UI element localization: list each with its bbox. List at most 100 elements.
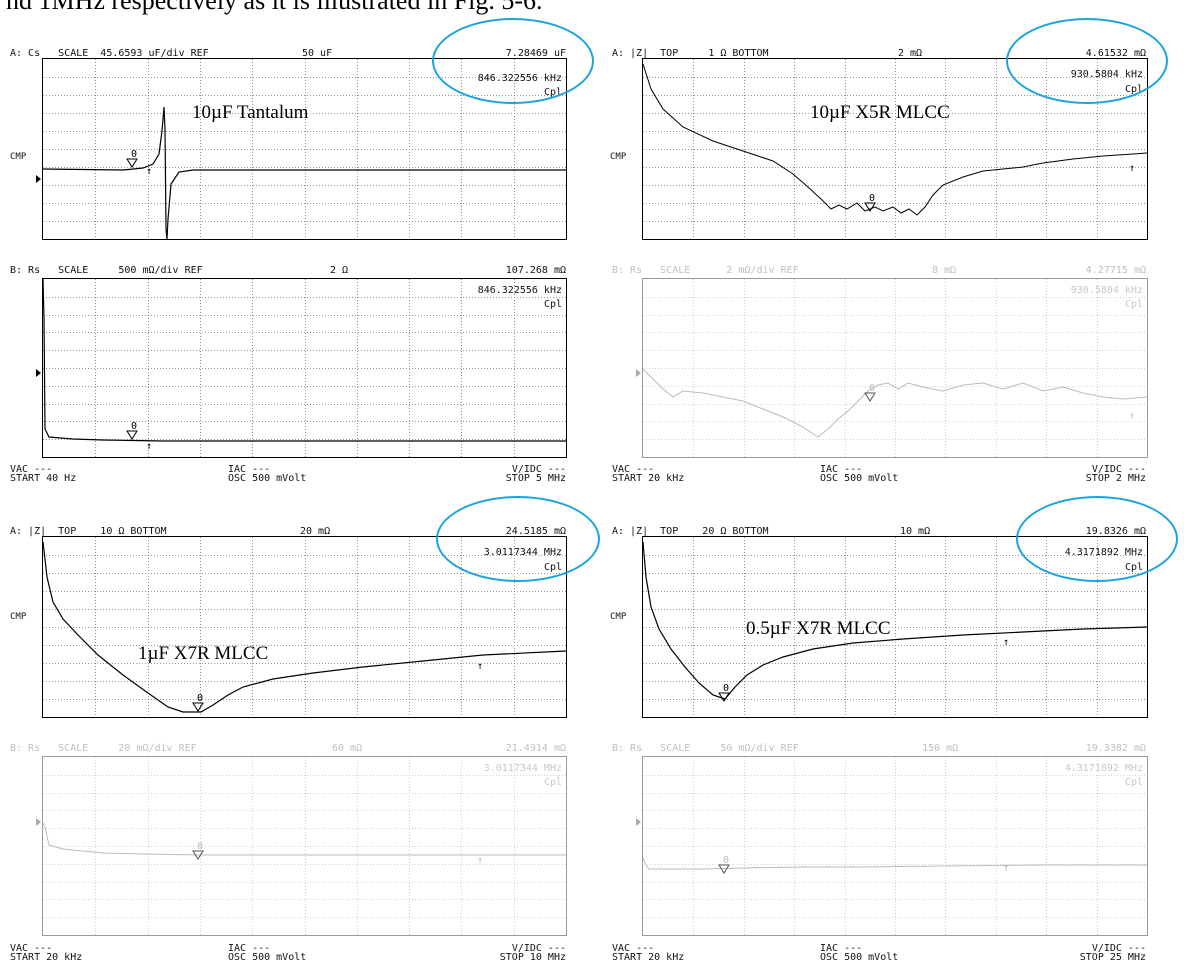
foot-mid: IAC --- OSC 500 mVolt [820, 943, 899, 963]
marker-triangle [126, 430, 138, 440]
bottom-plot: 0 ↑ 930.5804 kHz Cpl [642, 278, 1148, 458]
foot-left: VAC --- START 20 kHz [10, 943, 83, 963]
bottom-header-left: B: Rs SCALE 2 mΩ/div REF [612, 265, 799, 276]
trace-z [643, 63, 1147, 216]
foot-left: VAC --- START 40 Hz [10, 464, 77, 484]
top-header-mid: 20 mΩ [300, 526, 331, 537]
marker-triangle [718, 864, 730, 874]
bottom-header-left: B: Rs SCALE 50 mΩ/div REF [612, 743, 799, 754]
marker-label: 0 [131, 421, 137, 432]
grid [43, 537, 566, 717]
bottom-header-right: 4.27715 mΩ [1085, 265, 1146, 276]
trace-rs [643, 368, 1147, 438]
highlight-ellipse [436, 496, 600, 582]
trace-rs [643, 856, 1147, 870]
foot-left: VAC --- START 20 kHz [612, 464, 685, 484]
marker-triangle [126, 158, 138, 168]
figure-caption: nd 1MHz respectively as it is illustrate… [0, 0, 1184, 40]
cmp-label: CMP [610, 152, 627, 162]
cmp-label: CMP [10, 612, 27, 622]
highlight-ellipse [1006, 18, 1168, 104]
br-bot-svg: 0 ↑ [643, 757, 1147, 935]
cursor-arrow: ↑ [1129, 163, 1135, 174]
top-header-left: A: |Z| TOP 10 Ω BOTTOM [10, 526, 167, 537]
foot-mid: IAC --- OSC 500 mVolt [228, 943, 307, 963]
foot-right: V/IDC --- STOP 25 MHz [1079, 943, 1146, 963]
bottom-header-right: 21.4914 mΩ [505, 743, 566, 754]
bottom-freq: 4.3171892 MHz [1064, 763, 1143, 774]
marker-label: 0 [723, 683, 729, 694]
bottom-mode: Cpl [1124, 299, 1143, 310]
trace-cs [43, 106, 566, 239]
marker-triangle [864, 202, 876, 212]
component-label: 10µF X5R MLCC [810, 102, 950, 123]
cursor-arrow: ↑ [1003, 863, 1009, 874]
top-header-left: A: |Z| TOP 1 Ω BOTTOM [612, 48, 769, 59]
cmp-label: CMP [10, 152, 27, 162]
ref-marker-icon [36, 175, 41, 183]
bottom-mode: Cpl [543, 299, 562, 310]
bl-bot-svg: 0 ↑ [43, 757, 566, 935]
ref-marker-icon [636, 818, 641, 826]
trace-rs [43, 279, 566, 442]
bottom-header-left: B: Rs SCALE 500 mΩ/div REF [10, 265, 203, 276]
trace-rs [43, 822, 566, 856]
component-label: 10µF Tantalum [192, 102, 309, 123]
marker-label: 0 [197, 693, 203, 704]
bottom-mode: Cpl [543, 777, 562, 788]
trace-z [643, 541, 1147, 700]
foot-mid: IAC --- OSC 500 mVolt [820, 464, 899, 484]
marker-label: 0 [723, 855, 729, 866]
foot-right: V/IDC --- STOP 5 MHz [505, 464, 566, 484]
bottom-mode: Cpl [1124, 777, 1143, 788]
marker-label: 0 [869, 193, 875, 204]
bottom-header-mid: 2 Ω [330, 265, 349, 276]
bottom-freq: 3.0117344 MHz [483, 763, 562, 774]
top-header-mid: 10 mΩ [900, 526, 931, 537]
grid [643, 279, 1147, 457]
grid [43, 757, 566, 935]
ref-marker-icon [36, 818, 41, 826]
component-label: 0.5µF X7R MLCC [746, 618, 891, 639]
bottom-header-mid: 8 mΩ [932, 265, 957, 276]
foot-mid: IAC --- OSC 500 mVolt [228, 464, 307, 484]
tl-bot-svg: 0 ↑ [43, 279, 566, 457]
marker-triangle [864, 392, 876, 402]
bottom-header-mid: 150 mΩ [922, 743, 959, 754]
bottom-header-mid: 60 mΩ [332, 743, 363, 754]
bottom-freq: 930.5804 kHz [1070, 285, 1143, 296]
br-top-svg: 0 ↑ [643, 537, 1147, 717]
cursor-arrow: ↑ [477, 661, 483, 672]
marker-label: 0 [197, 841, 203, 852]
ref-marker-icon [36, 369, 41, 377]
bottom-header-right: 107.268 mΩ [505, 265, 566, 276]
bottom-header-right: 19.3382 mΩ [1085, 743, 1146, 754]
marker-label: 0 [869, 383, 875, 394]
cursor-arrow: ↑ [146, 166, 152, 177]
foot-right: V/IDC --- STOP 10 MHz [499, 943, 566, 963]
marker-triangle [192, 850, 204, 860]
tr-bot-svg: 0 ↑ [643, 279, 1147, 457]
cursor-arrow: ↑ [146, 441, 152, 452]
bottom-freq: 846.322556 kHz [477, 285, 562, 296]
cursor-arrow: ↑ [477, 855, 483, 866]
top-header-mid: 2 mΩ [898, 48, 923, 59]
foot-right: V/IDC --- STOP 2 MHz [1085, 464, 1146, 484]
grid [643, 537, 1147, 717]
highlight-ellipse [1016, 496, 1178, 582]
marker-triangle [718, 692, 730, 702]
top-header-mid: 50 uF [302, 48, 333, 59]
grid [643, 757, 1147, 935]
grid [43, 279, 566, 457]
bottom-header-left: B: Rs SCALE 20 mΩ/div REF [10, 743, 197, 754]
component-label: 1µF X7R MLCC [138, 643, 269, 664]
trace-z [43, 541, 566, 713]
highlight-ellipse [432, 18, 594, 104]
foot-left: VAC --- START 20 kHz [612, 943, 685, 963]
cursor-arrow: ↑ [1003, 637, 1009, 648]
marker-triangle [192, 702, 204, 712]
top-header-left: A: |Z| TOP 20 Ω BOTTOM [612, 526, 769, 537]
marker-label: 0 [131, 149, 137, 160]
top-header-left: A: Cs SCALE 45.6593 uF/div REF [10, 48, 209, 59]
bl-top-svg: 0 ↑ [43, 537, 566, 717]
